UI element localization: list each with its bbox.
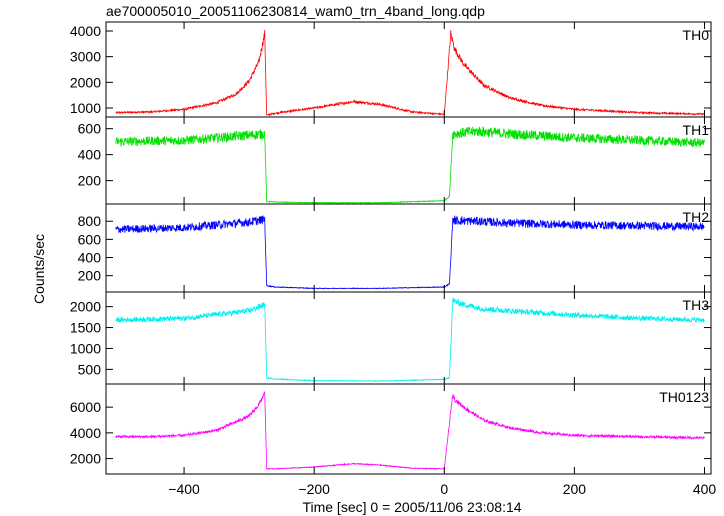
y-tick-label: 4000 [70, 425, 101, 441]
series-line-th2 [115, 214, 705, 290]
y-tick-label: 600 [78, 121, 102, 137]
panel-label: TH2 [683, 209, 710, 225]
x-tick-label: 0 [440, 481, 448, 497]
y-tick-label: 4000 [70, 23, 101, 39]
y-tick-label: 3000 [70, 49, 101, 65]
panel-th1: 200 400 600 TH1 [78, 116, 712, 205]
panel-th0: 1000 2000 3000 4000 TH0 [70, 21, 712, 118]
chart-title: ae700005010_20051106230814_wam0_trn_4ban… [106, 3, 485, 19]
panel-frame [105, 203, 712, 293]
y-tick-label: 2000 [70, 74, 101, 90]
y-tick-label: 500 [78, 361, 102, 377]
x-tick-label: −200 [298, 481, 330, 497]
panel-label: TH0123 [659, 389, 709, 405]
series-line-th0 [115, 29, 705, 117]
y-tick-label: 200 [78, 268, 102, 284]
series-line-th3 [115, 297, 705, 383]
y-tick-label: 400 [78, 147, 102, 163]
y-tick-label: 2000 [70, 299, 101, 315]
x-tick-label: 200 [563, 481, 587, 497]
panel-frame [105, 383, 712, 475]
y-tick-label: 1500 [70, 320, 101, 336]
panel-label: TH3 [683, 297, 710, 313]
panel-frame [105, 116, 712, 205]
x-tick-label: −400 [168, 481, 200, 497]
series-line-th1 [115, 126, 705, 204]
panel-th0123: 2000 4000 6000 TH0123 [70, 383, 712, 475]
panel-label: TH1 [683, 122, 710, 138]
panel-th3: 500 1000 1500 2000 TH3 [70, 291, 712, 385]
y-tick-label: 1000 [70, 340, 101, 356]
y-axis-label: Counts/sec [31, 234, 47, 304]
y-tick-label: 600 [78, 231, 102, 247]
y-tick-label: 400 [78, 250, 102, 266]
panel-th2: 200 400 600 800 TH2 [78, 203, 712, 293]
panel-label: TH0 [683, 27, 710, 43]
x-axis-label: Time [sec] 0 = 2005/11/06 23:08:14 [302, 499, 521, 515]
x-tick-label: 400 [693, 481, 717, 497]
y-tick-label: 6000 [70, 399, 101, 415]
y-tick-label: 200 [78, 173, 102, 189]
y-tick-label: 2000 [70, 451, 101, 467]
panel-frame [105, 21, 712, 118]
panel-frame [105, 291, 712, 385]
y-tick-label: 800 [78, 213, 102, 229]
y-tick-label: 1000 [70, 100, 101, 116]
series-line-th0123 [115, 391, 705, 471]
